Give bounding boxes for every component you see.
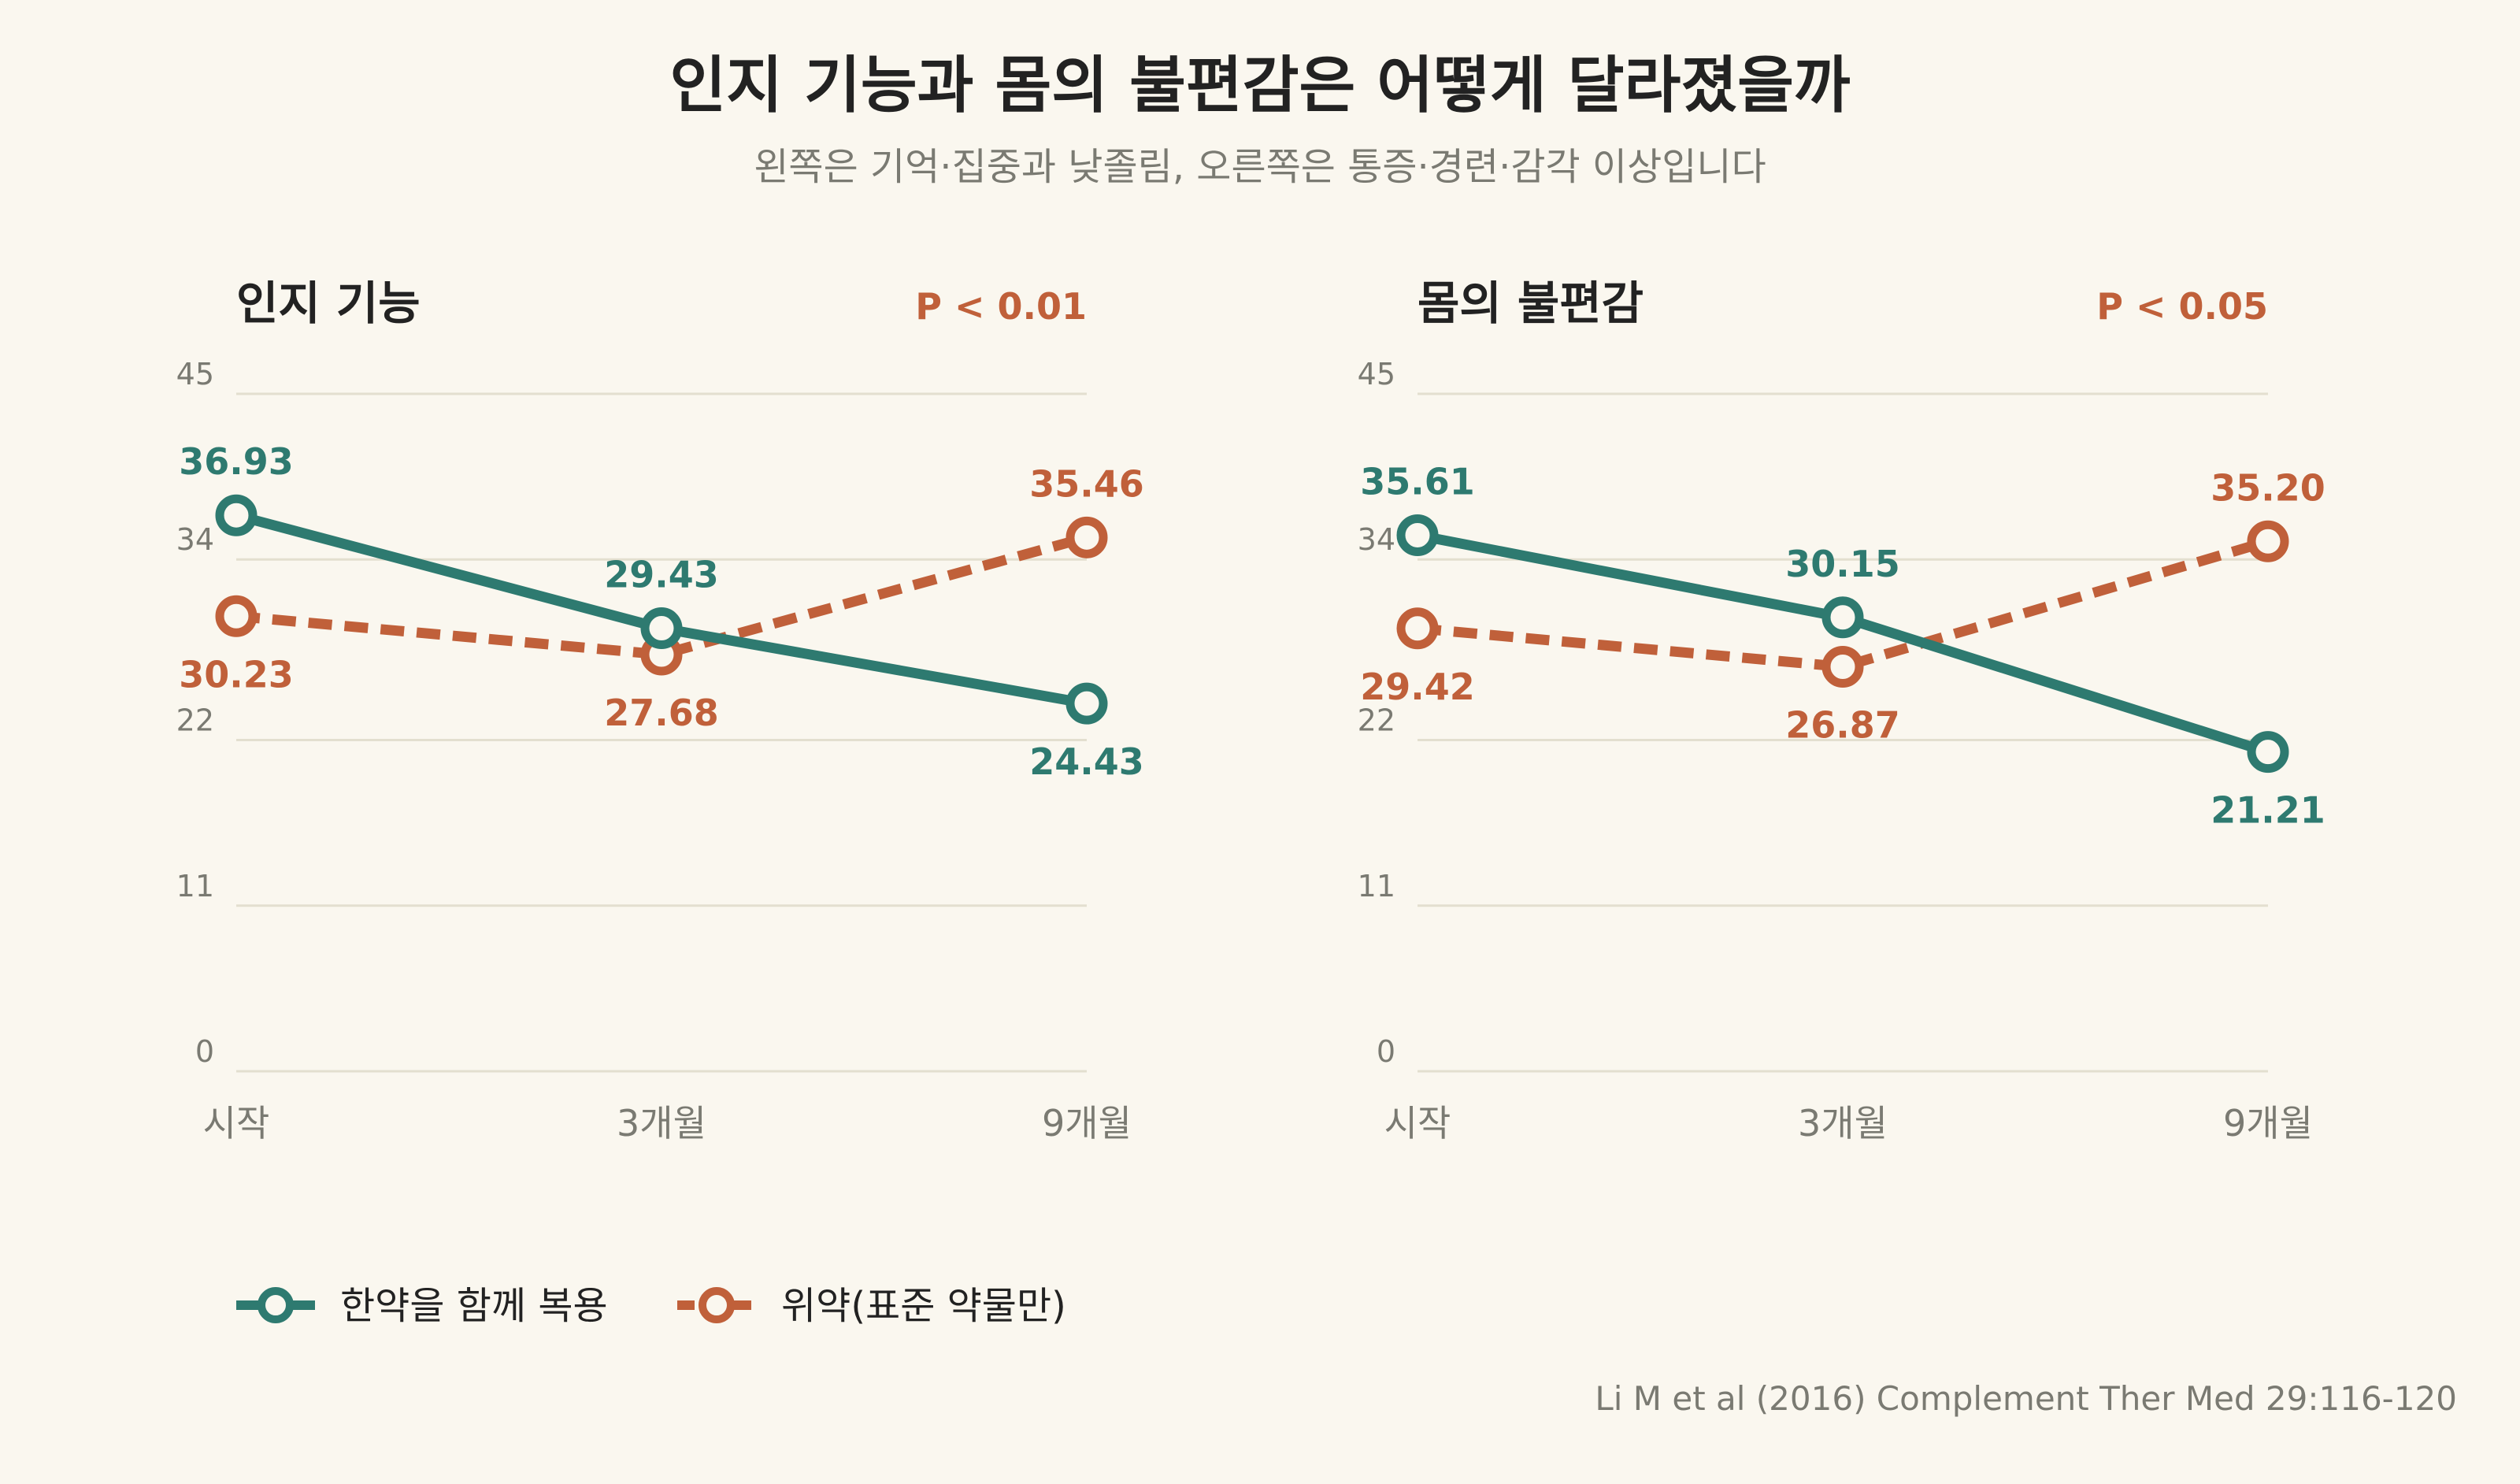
data-point xyxy=(1065,682,1108,725)
chart-subtitle: 왼쪽은 기억·집중과 낮졸림, 오른쪽은 통증·경련·감각 이상입니다 xyxy=(754,145,1766,189)
p-value-annotation: P < 0.01 xyxy=(915,285,1087,328)
legend-marker xyxy=(258,1287,294,1323)
x-tick-label: 시작 xyxy=(203,1102,270,1145)
data-label: 36.93 xyxy=(179,440,294,483)
y-tick-label: 11 xyxy=(1358,869,1395,903)
legend: 한약을 함께 복용 위약(표준 약물만) xyxy=(236,1284,1066,1328)
source-note: Li M et al (2016) Complement Ther Med 29… xyxy=(1595,1379,2457,1418)
data-label: 26.87 xyxy=(1785,703,1900,746)
data-point xyxy=(1065,516,1108,558)
chart-title: 인지 기능과 몸의 불편감은 어떻게 달라졌을까 xyxy=(669,50,1850,121)
x-tick-label: 3개월 xyxy=(617,1102,706,1145)
panel-title: 인지 기능 xyxy=(236,276,421,330)
data-label: 29.42 xyxy=(1360,666,1475,708)
data-label: 30.23 xyxy=(179,653,294,696)
y-tick-label: 0 xyxy=(1377,1034,1395,1069)
y-tick-label: 45 xyxy=(176,357,214,391)
legend-marker xyxy=(699,1287,735,1323)
data-label: 30.15 xyxy=(1785,543,1900,585)
y-tick-label: 0 xyxy=(195,1034,214,1069)
data-label: 35.46 xyxy=(1029,462,1144,505)
legend-item-2: 위약(표준 약물만) xyxy=(677,1284,1066,1328)
data-point xyxy=(2247,731,2289,774)
panel-1: 인지 기능 P < 0.01 0 11 22 34 45 시작 3개월 9개월 30.23 27.68… xyxy=(176,276,1144,1145)
y-tick-label: 34 xyxy=(176,522,214,557)
data-point xyxy=(640,607,683,650)
chart-panels: 인지 기능 P < 0.01 0 11 22 34 45 시작 3개월 9개월 30.23 27.68… xyxy=(176,276,2325,1145)
data-point xyxy=(215,494,258,536)
data-label: 24.43 xyxy=(1029,740,1144,783)
data-label: 29.43 xyxy=(604,554,719,596)
x-tick-label: 시작 xyxy=(1384,1102,1451,1145)
y-tick-label: 22 xyxy=(1358,703,1395,738)
p-value-annotation: P < 0.05 xyxy=(2096,285,2268,328)
x-tick-label: 9개월 xyxy=(2223,1102,2313,1145)
data-point xyxy=(215,595,258,637)
data-point xyxy=(2247,520,2289,562)
x-tick-label: 9개월 xyxy=(1042,1102,1132,1145)
y-tick-label: 22 xyxy=(176,703,214,738)
data-label: 27.68 xyxy=(604,692,719,734)
legend-item-1: 한약을 함께 복용 xyxy=(236,1284,608,1328)
data-label: 35.61 xyxy=(1360,460,1475,503)
panel-title: 몸의 불편감 xyxy=(1418,276,1644,330)
y-tick-label: 11 xyxy=(176,869,214,903)
panel-2: 몸의 불편감 P < 0.05 0 11 22 34 45 시작 3개월 9개월 29.42 26.8… xyxy=(1358,276,2325,1145)
data-point xyxy=(1821,645,1864,688)
data-point xyxy=(1821,596,1864,639)
data-point xyxy=(1396,514,1439,556)
legend-label: 한약을 함께 복용 xyxy=(340,1284,608,1328)
y-tick-label: 45 xyxy=(1358,357,1395,391)
data-label: 35.20 xyxy=(2211,466,2325,509)
legend-label: 위약(표준 약물만) xyxy=(781,1284,1066,1328)
data-point xyxy=(1396,607,1439,650)
y-tick-label: 34 xyxy=(1358,522,1395,557)
x-tick-label: 3개월 xyxy=(1798,1102,1888,1145)
data-label: 21.21 xyxy=(2211,789,2325,832)
